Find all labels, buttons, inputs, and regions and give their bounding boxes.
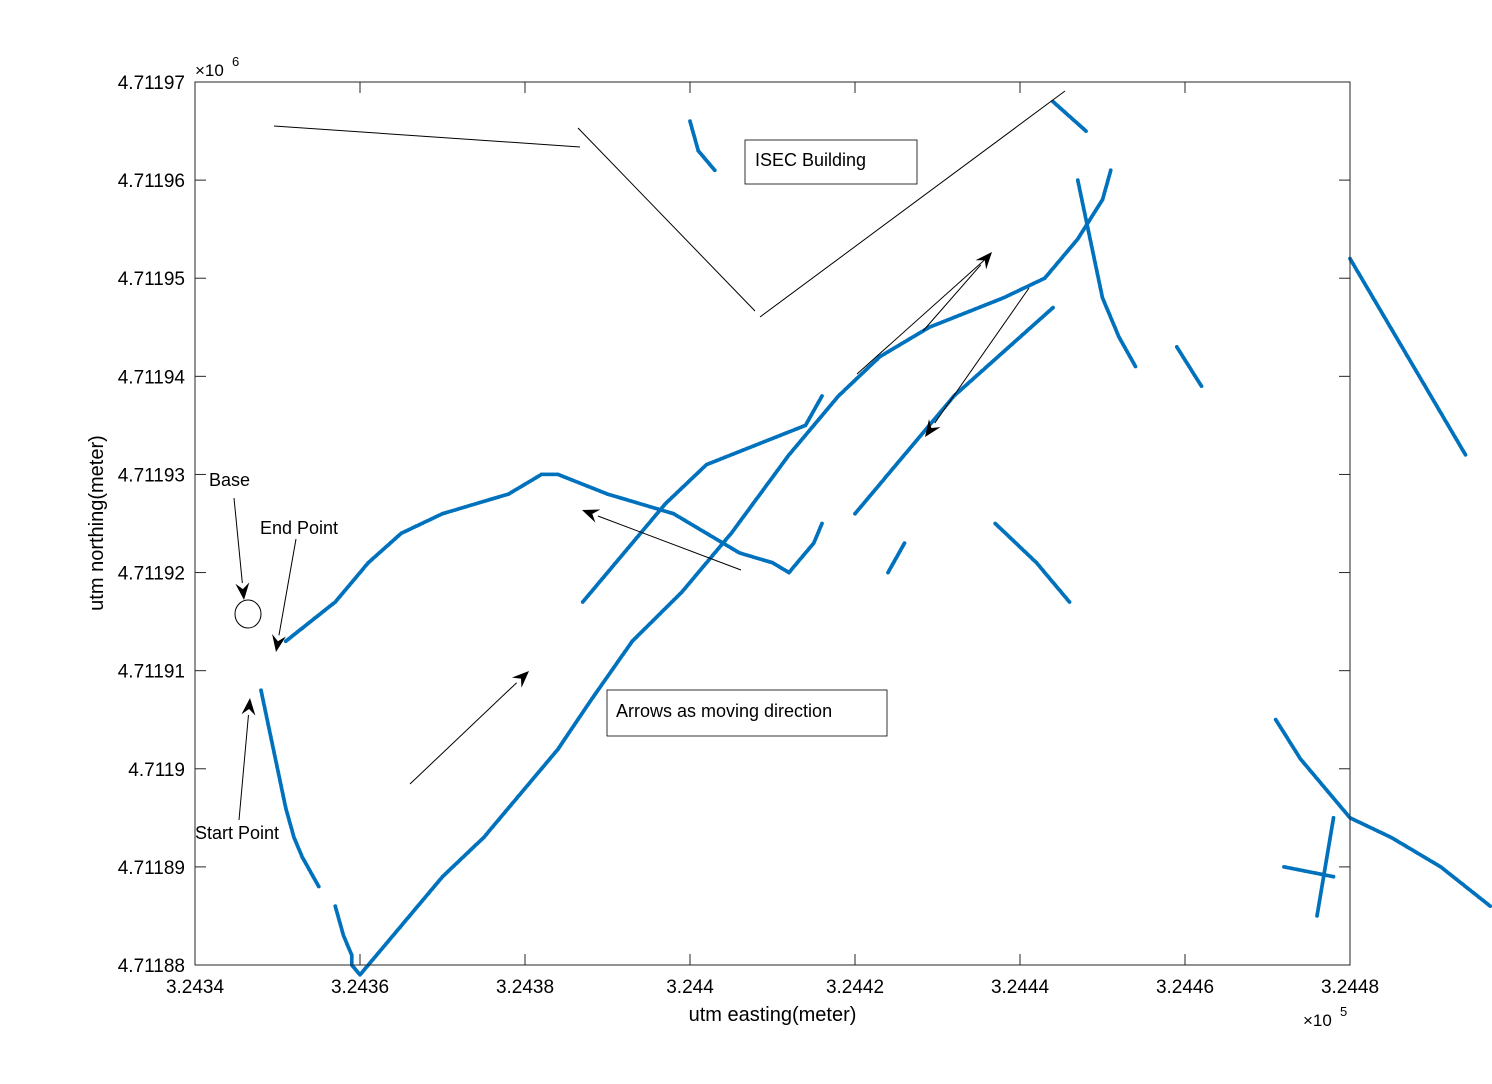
y-tick-label: 4.71193 — [118, 465, 185, 486]
direction-arrow-4 — [922, 252, 992, 332]
track-3 — [283, 472, 824, 644]
direction-arrow-3-shaft — [934, 287, 1030, 424]
track-9 — [1282, 865, 1336, 879]
data-point — [1199, 384, 1204, 388]
end-point-arrow-head — [272, 634, 286, 652]
x-tick-label: 3.2438 — [496, 977, 554, 998]
direction-arrow-2-head — [582, 509, 601, 523]
path-direction-line — [856, 254, 991, 375]
moving-direction-label: Arrows as moving direction — [616, 701, 832, 721]
direction-arrow-4-shaft — [922, 264, 982, 332]
start-point-arrow — [238, 698, 256, 821]
y-axis-label: utm northing(meter) — [86, 435, 108, 611]
direction-arrow-1 — [409, 671, 529, 785]
base-pointer-arrow-shaft — [233, 497, 243, 584]
y-tick-label: 4.71192 — [118, 564, 185, 585]
y-tick-label: 4.71196 — [118, 171, 185, 192]
track-13 — [886, 541, 907, 575]
y-multiplier-exponent: 6 — [232, 54, 239, 69]
x-axis-label: utm easting(meter) — [689, 1004, 857, 1026]
start-point-label: Start Point — [195, 823, 279, 843]
track-11 — [993, 521, 1072, 604]
data-point — [820, 521, 824, 526]
data-point — [1331, 874, 1336, 879]
end-point-arrow-shaft — [278, 538, 297, 636]
direction-arrow-1-head — [511, 671, 529, 688]
track-8 — [1273, 717, 1492, 908]
start-point-arrow-head — [241, 698, 256, 716]
data-point — [1133, 364, 1138, 369]
track-15 — [1348, 256, 1468, 457]
y-tick-label: 4.71194 — [118, 367, 186, 388]
track-5 — [853, 305, 1055, 516]
y-multiplier-label: ×10 — [195, 61, 224, 80]
y-tick-label: 4.71191 — [118, 662, 185, 683]
track-7 — [688, 119, 717, 173]
data-point — [712, 168, 717, 173]
building-outline-line-2 — [577, 127, 756, 312]
direction-arrow-3 — [925, 287, 1030, 437]
y-tick-label: 4.71195 — [118, 269, 185, 290]
data-point — [902, 541, 907, 545]
data-point — [1067, 600, 1072, 604]
data-point — [1488, 904, 1492, 908]
x-tick-label: 3.244 — [666, 977, 714, 998]
track-2 — [333, 168, 1113, 977]
y-tick-label: 4.71188 — [118, 956, 185, 977]
start-point-arrow-shaft — [238, 714, 249, 821]
data-point — [1463, 452, 1468, 457]
track-1 — [259, 688, 321, 889]
annotations: ISEC Building Arrows as moving direction B… — [195, 90, 1066, 843]
data-point — [1108, 168, 1113, 173]
data-point — [820, 394, 824, 398]
building-outline-line-1 — [273, 125, 581, 148]
y-tick-label: 4.71197 — [118, 73, 185, 94]
direction-arrow-3-head — [925, 419, 941, 437]
x-tick-label: 3.2436 — [331, 977, 389, 998]
x-tick-label: 3.2444 — [991, 977, 1050, 998]
track-10 — [1315, 815, 1336, 918]
base-circle — [234, 599, 262, 629]
axes-box — [194, 81, 1351, 966]
track-6 — [1075, 178, 1138, 369]
y-tick-label: 4.71189 — [118, 858, 185, 879]
direction-arrow-4-head — [975, 252, 992, 270]
data-point — [1051, 305, 1055, 310]
data-point — [1331, 815, 1336, 820]
track-12 — [1174, 345, 1204, 388]
end-point-label: End Point — [260, 518, 338, 538]
base-label: Base — [209, 470, 250, 490]
direction-arrow-1-shaft — [409, 682, 518, 785]
x-tick-label: 3.2448 — [1321, 977, 1379, 998]
x-tick-label: 3.2442 — [826, 977, 884, 998]
axes: 3.2434 3.2436 3.2438 3.244 3.2442 3.2444 3.244… — [86, 54, 1379, 1030]
isec-building-label-box — [744, 139, 918, 185]
direction-arrow-2 — [582, 509, 742, 571]
plot-area — [259, 99, 1492, 977]
data-point — [316, 884, 321, 889]
base-pointer-arrow — [233, 497, 250, 600]
isec-building-label: ISEC Building — [755, 150, 866, 170]
x-multiplier-label: ×10 — [1303, 1011, 1332, 1030]
x-tick-label: 3.2434 — [166, 977, 225, 998]
building-outline-line-3 — [759, 90, 1066, 318]
track-4 — [580, 394, 824, 604]
data-point — [1084, 129, 1088, 134]
end-point-arrow — [272, 538, 297, 652]
x-multiplier-exponent: 5 — [1340, 1004, 1347, 1019]
x-tick-label: 3.2446 — [1156, 977, 1214, 998]
base-pointer-arrow-head — [235, 582, 250, 600]
direction-arrow-2-shaft — [597, 515, 742, 571]
track-14 — [1051, 99, 1088, 134]
y-tick-label: 4.7119 — [128, 760, 185, 781]
moving-direction-label-box — [606, 689, 888, 737]
